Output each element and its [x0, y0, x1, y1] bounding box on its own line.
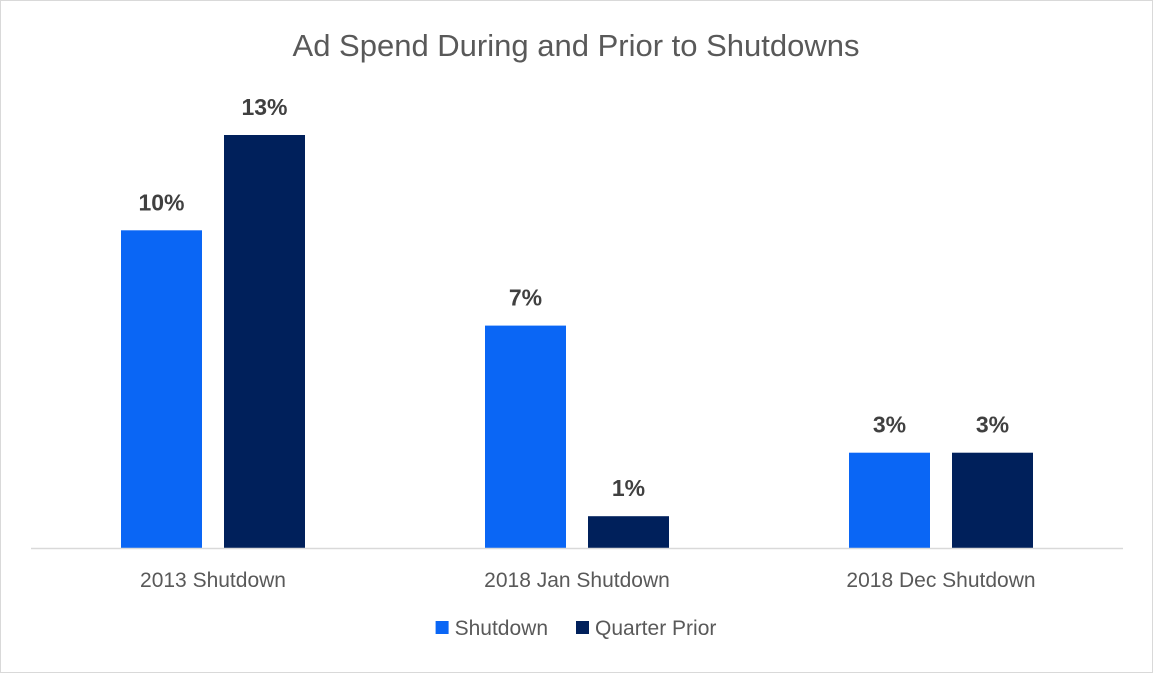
- x-tick-label: 2018 Dec Shutdown: [846, 569, 1035, 592]
- bar-quarter-prior-1: [224, 135, 305, 548]
- legend: Shutdown Quarter Prior: [435, 617, 716, 640]
- x-tick-label: 2018 Jan Shutdown: [484, 569, 670, 592]
- data-label: 13%: [241, 94, 287, 120]
- data-label: 10%: [138, 189, 184, 215]
- legend-item: Shutdown: [435, 617, 548, 640]
- legend-swatch: [576, 621, 589, 634]
- bar-quarter-prior-2: [588, 516, 669, 548]
- x-tick-label: 2013 Shutdown: [140, 569, 286, 592]
- data-label: 3%: [976, 412, 1009, 438]
- legend-item: Quarter Prior: [576, 617, 716, 640]
- bar-quarter-prior-3: [952, 452, 1033, 548]
- data-label: 3%: [873, 412, 906, 438]
- data-label: 7%: [509, 285, 542, 311]
- bar-shutdown-1: [121, 230, 202, 549]
- bar-shutdown-3: [849, 452, 930, 548]
- legend-label: Shutdown: [455, 617, 548, 640]
- bars-layer: 10% 13% 7% 1% 3% 3%: [121, 94, 1033, 549]
- data-label: 1%: [612, 475, 645, 501]
- legend-label: Quarter Prior: [595, 617, 716, 640]
- bar-shutdown-2: [485, 325, 566, 548]
- legend-swatch: [435, 621, 449, 634]
- category-labels: 2013 Shutdown 2018 Jan Shutdown 2018 Dec S…: [140, 569, 1036, 592]
- chart-title: Ad Spend During and Prior to Shutdowns: [293, 28, 860, 63]
